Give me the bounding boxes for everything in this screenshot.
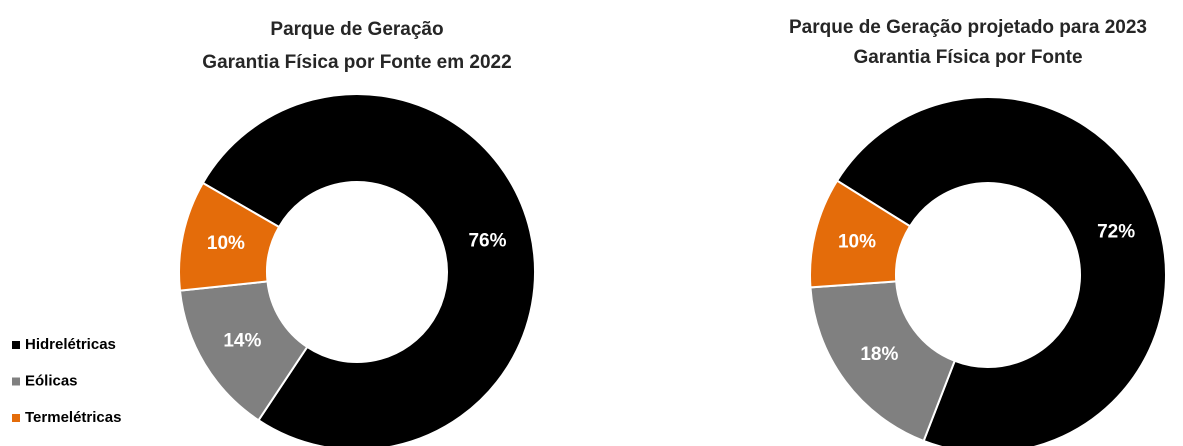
- chart-title: Parque de Geração: [270, 19, 443, 40]
- data-label: 18%: [860, 344, 898, 365]
- chart-title: Parque de Geração projetado para 2023: [789, 17, 1147, 38]
- legend-label: Eólicas: [25, 372, 78, 389]
- data-label: 10%: [838, 231, 876, 252]
- data-label: 10%: [207, 233, 245, 254]
- data-label: 72%: [1097, 221, 1135, 242]
- slice: [809, 280, 957, 443]
- legend-swatch: [12, 341, 20, 349]
- legend-label: Termelétricas: [25, 409, 121, 426]
- data-label: 76%: [468, 230, 506, 251]
- chart-title: Garantia Física por Fonte em 2022: [202, 52, 511, 73]
- chart-title: Garantia Física por Fonte: [853, 47, 1082, 68]
- slice: [178, 181, 281, 292]
- slice: [809, 179, 912, 289]
- slice: [835, 96, 1167, 446]
- legend-label: Hidrelétricas: [25, 336, 116, 353]
- legend-swatch: [12, 377, 20, 386]
- slice: [201, 93, 536, 446]
- legend-swatch: [12, 414, 20, 422]
- data-label: 14%: [223, 330, 261, 351]
